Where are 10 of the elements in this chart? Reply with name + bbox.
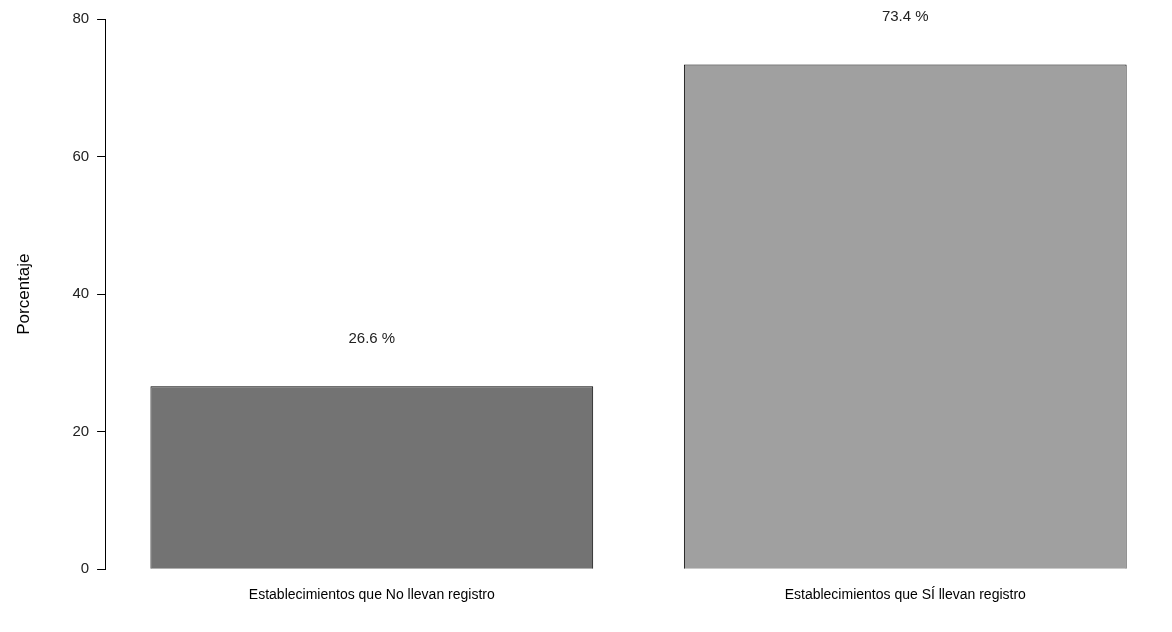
x-tick-label: Establecimientos que No llevan registro [248,586,495,603]
y-tick-label: 40 [72,284,90,302]
data-label: 73.4 % [881,7,929,25]
x-tick-label: Establecimientos que SÍ llevan registro [784,586,1027,603]
y-axis-title: Porcentaje [13,253,33,335]
y-tick-label: 80 [72,9,90,27]
y-tick-label: 60 [72,146,90,164]
data-label: 26.6 % [348,328,396,346]
y-tick-label: 0 [80,559,90,577]
y-tick-label: 20 [72,421,90,439]
